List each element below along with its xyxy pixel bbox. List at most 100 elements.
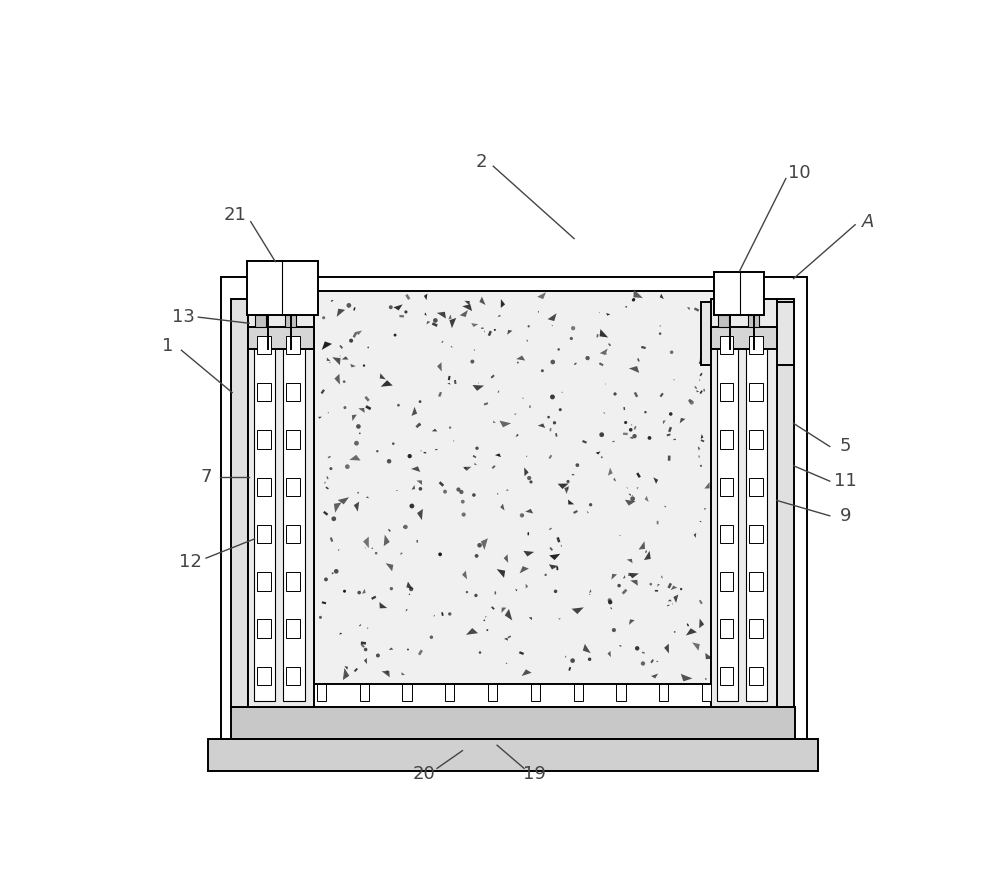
Polygon shape: [525, 509, 533, 513]
Polygon shape: [462, 570, 467, 579]
Circle shape: [617, 584, 621, 587]
Polygon shape: [637, 487, 639, 489]
Bar: [749, 666, 763, 685]
Bar: [668, 455, 671, 461]
Bar: [749, 572, 763, 591]
Circle shape: [470, 360, 474, 364]
Polygon shape: [506, 489, 509, 491]
Bar: [286, 572, 300, 591]
Polygon shape: [630, 580, 638, 585]
Text: 10: 10: [788, 164, 810, 182]
Bar: [527, 532, 529, 535]
Polygon shape: [434, 615, 435, 617]
Circle shape: [357, 492, 359, 494]
Bar: [673, 438, 676, 440]
Bar: [549, 527, 552, 530]
Polygon shape: [462, 304, 472, 311]
Polygon shape: [501, 608, 506, 613]
Circle shape: [541, 369, 544, 372]
Bar: [718, 315, 729, 327]
Circle shape: [701, 339, 704, 341]
Polygon shape: [681, 674, 692, 682]
Bar: [720, 336, 733, 354]
Bar: [451, 346, 453, 347]
Polygon shape: [380, 373, 386, 380]
Bar: [399, 315, 404, 317]
Polygon shape: [699, 521, 702, 522]
Bar: [473, 455, 476, 458]
Polygon shape: [572, 608, 584, 614]
Circle shape: [588, 658, 591, 661]
Bar: [441, 340, 444, 343]
Circle shape: [462, 512, 466, 517]
Bar: [507, 635, 511, 639]
Polygon shape: [704, 509, 706, 510]
Circle shape: [387, 459, 391, 463]
Polygon shape: [466, 628, 478, 635]
Circle shape: [483, 619, 485, 621]
Bar: [701, 302, 794, 365]
Bar: [365, 405, 371, 410]
Circle shape: [688, 399, 692, 403]
Polygon shape: [516, 356, 525, 361]
Polygon shape: [523, 551, 534, 557]
Polygon shape: [549, 564, 558, 569]
Polygon shape: [526, 584, 528, 589]
Bar: [626, 487, 628, 488]
Circle shape: [659, 332, 661, 335]
Polygon shape: [331, 299, 334, 302]
Bar: [221, 277, 807, 740]
Bar: [702, 683, 711, 700]
Bar: [667, 583, 672, 589]
Text: 13: 13: [172, 308, 194, 326]
Polygon shape: [366, 496, 369, 498]
Circle shape: [479, 651, 481, 654]
Bar: [606, 353, 607, 355]
Bar: [538, 311, 539, 313]
Bar: [634, 426, 637, 429]
Circle shape: [407, 649, 409, 650]
Circle shape: [324, 577, 328, 581]
Polygon shape: [406, 582, 413, 589]
Bar: [567, 488, 569, 490]
Bar: [257, 666, 271, 685]
Bar: [720, 478, 733, 496]
Circle shape: [419, 400, 421, 403]
Polygon shape: [437, 363, 442, 372]
Bar: [701, 439, 704, 442]
Polygon shape: [507, 330, 512, 335]
Polygon shape: [500, 503, 505, 511]
Polygon shape: [704, 349, 712, 354]
Polygon shape: [426, 321, 430, 324]
Bar: [257, 572, 271, 591]
Polygon shape: [343, 668, 349, 680]
Circle shape: [553, 421, 556, 424]
Polygon shape: [656, 660, 659, 662]
Polygon shape: [515, 435, 518, 437]
Polygon shape: [558, 484, 569, 489]
Polygon shape: [352, 414, 357, 421]
Bar: [628, 575, 631, 576]
Circle shape: [456, 487, 460, 492]
Polygon shape: [384, 535, 390, 546]
Circle shape: [612, 628, 616, 632]
Polygon shape: [660, 294, 664, 299]
Bar: [698, 455, 700, 458]
Polygon shape: [474, 349, 475, 351]
Circle shape: [403, 525, 408, 529]
Circle shape: [575, 463, 579, 467]
Bar: [642, 651, 645, 654]
Polygon shape: [472, 385, 484, 391]
Circle shape: [343, 406, 346, 409]
Bar: [248, 327, 314, 348]
Circle shape: [363, 364, 365, 367]
Polygon shape: [564, 486, 569, 494]
Polygon shape: [548, 314, 557, 321]
Bar: [657, 521, 658, 524]
Circle shape: [632, 434, 637, 438]
Circle shape: [357, 591, 361, 594]
Circle shape: [601, 456, 603, 458]
Circle shape: [674, 631, 676, 633]
Polygon shape: [633, 290, 643, 298]
Bar: [424, 452, 426, 454]
